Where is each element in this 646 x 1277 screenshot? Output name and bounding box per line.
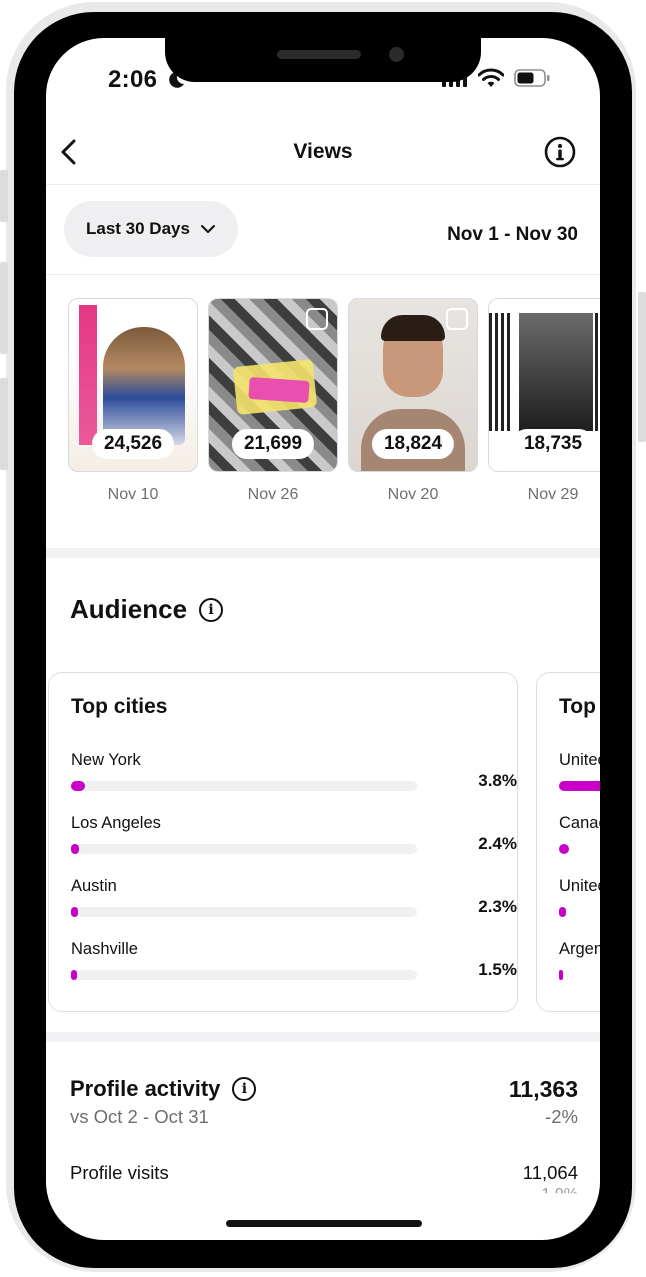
content-thumbnail[interactable]: 21,699 Nov 26 [208, 298, 338, 504]
post-date: Nov 26 [247, 486, 299, 503]
view-count: 21,699 [231, 429, 315, 459]
city-bar [71, 970, 417, 980]
focus-moon-icon [169, 71, 184, 88]
city-name: Nashville [71, 940, 138, 958]
city-name: Austin [71, 877, 117, 895]
city-bar-fill [71, 970, 77, 980]
country-name: Unitec [559, 751, 600, 769]
chevron-down-icon [200, 225, 215, 233]
comparison-period: vs Oct 2 - Oct 31 [70, 1106, 209, 1127]
city-bar-fill [71, 844, 79, 854]
city-percent: 1.5% [478, 960, 517, 979]
back-chevron-icon[interactable] [58, 138, 80, 166]
volume-down-button [0, 378, 8, 470]
profile-activity-change: -2% [545, 1106, 578, 1127]
country-name: Argen [559, 940, 600, 958]
top-cities-card: Top cities New York 3.8% Los Angeles 2.4… [48, 672, 518, 1012]
page-title: Views [293, 140, 353, 163]
city-percent: 2.4% [478, 834, 517, 853]
section-separator [46, 548, 600, 558]
card-title: Top [559, 695, 596, 718]
battery-icon [514, 69, 550, 87]
post-date: Nov 10 [107, 486, 159, 503]
city-name: Los Angeles [71, 814, 161, 832]
view-count: 18,735 [511, 429, 595, 459]
earpiece-speaker [277, 50, 361, 59]
city-bar [71, 907, 417, 917]
city-name: New York [71, 751, 141, 769]
wifi-icon [478, 68, 504, 87]
home-indicator[interactable] [226, 1220, 422, 1227]
country-bar-fill [559, 907, 566, 917]
city-row: Los Angeles 2.4% [71, 814, 517, 854]
city-percent: 2.3% [478, 897, 517, 916]
profile-visits-label: Profile visits [70, 1162, 169, 1183]
date-span: Nov 1 - Nov 30 [447, 224, 578, 245]
city-row: Austin 2.3% [71, 877, 517, 917]
thumbnail-image: 18,735 [488, 298, 600, 472]
audience-heading: Audience i [70, 594, 224, 625]
thumbnail-image: 21,699 [208, 298, 338, 472]
country-bar-fill [559, 844, 569, 854]
top-countries-card: Top Unitec Canac Unitec Argen [536, 672, 600, 1012]
filter-divider [46, 274, 600, 275]
carousel-icon [306, 308, 328, 330]
date-range-label: Last 30 Days [86, 219, 190, 238]
city-row: New York 3.8% [71, 751, 517, 791]
city-bar-fill [71, 907, 78, 917]
content-thumbnail[interactable]: 18,735 Nov 29 [488, 298, 600, 504]
city-row: Nashville 1.5% [71, 940, 517, 980]
power-button [638, 292, 646, 442]
header-divider [46, 184, 600, 185]
view-count: 18,824 [371, 429, 455, 459]
info-icon[interactable] [544, 136, 576, 168]
top-content-row: 24,526 Nov 10 21,699 Nov 26 18,824 Nov 2… [68, 298, 600, 504]
content-thumbnail[interactable]: 24,526 Nov 10 [68, 298, 198, 504]
front-camera [389, 47, 404, 62]
profile-visits-change: -1.9% [536, 1186, 578, 1203]
screen: 2:06 Views Last 30 Days [46, 38, 600, 1240]
thumbnail-image: 18,824 [348, 298, 478, 472]
card-title: Top cities [71, 695, 168, 718]
profile-activity-heading: Profile activity i [70, 1076, 257, 1102]
profile-activity-title: Profile activity [70, 1076, 221, 1101]
post-date: Nov 29 [527, 486, 579, 503]
notch [165, 38, 481, 82]
city-percent: 3.8% [478, 771, 517, 790]
carousel-icon [446, 308, 468, 330]
profile-visits-value: 11,064 [522, 1162, 578, 1183]
audience-title: Audience [70, 594, 188, 624]
status-time: 2:06 [108, 66, 158, 93]
content-thumbnail[interactable]: 18,824 Nov 20 [348, 298, 478, 504]
view-count: 24,526 [91, 429, 175, 459]
city-bar [71, 781, 417, 791]
country-name: Canac [559, 814, 600, 832]
volume-up-button [0, 262, 8, 354]
profile-activity-total: 11,363 [508, 1076, 578, 1102]
date-range-dropdown[interactable]: Last 30 Days [64, 201, 238, 257]
post-date: Nov 20 [387, 486, 439, 503]
country-bar-fill [559, 970, 563, 980]
section-separator [46, 1032, 600, 1042]
city-bar-fill [71, 781, 85, 791]
thumbnail-image: 24,526 [68, 298, 198, 472]
city-bar [71, 844, 417, 854]
profile-activity-info-icon[interactable]: i [232, 1077, 257, 1101]
audience-info-icon[interactable]: i [199, 597, 224, 622]
country-bar-fill [559, 781, 600, 791]
mute-switch [0, 170, 8, 222]
country-name: Unitec [559, 877, 600, 895]
